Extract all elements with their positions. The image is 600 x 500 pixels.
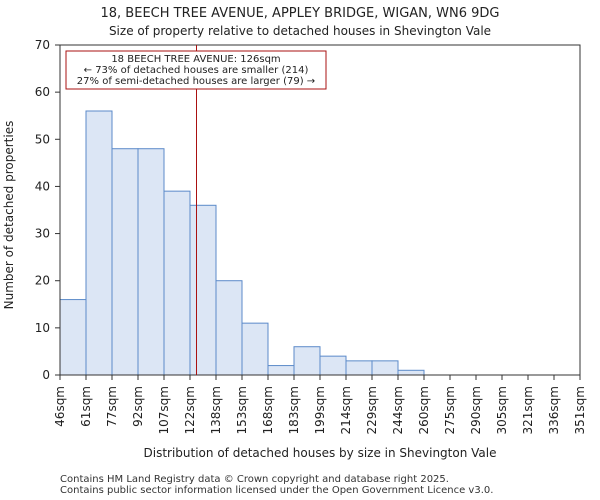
x-tick-label-260sqm: 260sqm <box>417 386 431 434</box>
x-tick-label-336sqm: 336sqm <box>547 386 561 434</box>
y-tick-label-10: 10 <box>35 321 50 335</box>
y-tick-label-20: 20 <box>35 274 50 288</box>
bar-61sqm <box>85 110 113 376</box>
y-axis: 0 10 20 30 40 50 60 70 <box>35 38 60 382</box>
bar-214sqm <box>345 360 373 376</box>
x-tick-label-77sqm: 77sqm <box>105 386 119 427</box>
bar-138sqm <box>215 280 243 376</box>
x-tick-label-138sqm: 138sqm <box>209 386 223 434</box>
y-axis-label: Number of detached properties <box>2 121 16 310</box>
bar-183sqm <box>293 346 321 376</box>
y-tick-label-0: 0 <box>42 368 50 382</box>
x-tick-label-183sqm: 183sqm <box>287 386 301 434</box>
plot-frame <box>59 44 581 376</box>
y-tick-label-40: 40 <box>35 179 50 193</box>
annotation-box: 18 BEECH TREE AVENUE: 126sqm ← 73% of de… <box>65 50 327 90</box>
x-tick-label-199sqm: 199sqm <box>313 386 327 434</box>
x-tick-label-275sqm: 275sqm <box>443 386 457 434</box>
bar-92sqm <box>137 148 165 376</box>
x-tick-label-214sqm: 214sqm <box>339 386 353 434</box>
bar-77sqm <box>111 148 139 376</box>
x-tick-label-229sqm: 229sqm <box>365 386 379 434</box>
x-axis-label: Distribution of detached houses by size … <box>144 446 497 460</box>
x-tick-label-290sqm: 290sqm <box>469 386 483 434</box>
chart-subtitle: Size of property relative to detached ho… <box>109 24 491 38</box>
bar-122sqm <box>189 204 217 376</box>
x-tick-label-92sqm: 92sqm <box>131 386 145 427</box>
x-tick-label-107sqm: 107sqm <box>157 386 171 434</box>
x-tick-label-321sqm: 321sqm <box>521 386 535 434</box>
bar-46sqm <box>59 299 87 376</box>
x-tick-label-153sqm: 153sqm <box>235 386 249 434</box>
bar-153sqm <box>241 322 269 376</box>
bars-group <box>59 110 425 376</box>
chart-title: 18, BEECH TREE AVENUE, APPLEY BRIDGE, WI… <box>101 6 500 21</box>
x-tick-label-244sqm: 244sqm <box>391 386 405 434</box>
footer-licence: Contains public sector information licen… <box>60 485 494 496</box>
annotation-line-2: ← 73% of detached houses are smaller (21… <box>84 65 309 76</box>
x-tick-label-305sqm: 305sqm <box>495 386 509 434</box>
x-tick-label-351sqm: 351sqm <box>573 386 587 434</box>
bar-244sqm <box>397 369 425 376</box>
annotation-line-1: 18 BEECH TREE AVENUE: 126sqm <box>111 54 280 65</box>
bar-229sqm <box>371 360 399 376</box>
x-tick-label-168sqm: 168sqm <box>261 386 275 434</box>
y-tick-label-60: 60 <box>35 85 50 99</box>
y-tick-label-70: 70 <box>35 38 50 52</box>
x-axis: 46sqm 61sqm 77sqm 92sqm 107sqm 122sqm 138sqm 15… <box>53 375 587 434</box>
y-tick-label-50: 50 <box>35 132 50 146</box>
bar-168sqm <box>267 365 295 376</box>
x-tick-label-46sqm: 46sqm <box>53 386 67 427</box>
bar-107sqm <box>163 190 191 376</box>
footer-copyright: Contains HM Land Registry data © Crown c… <box>60 474 449 485</box>
bar-199sqm <box>319 355 347 376</box>
x-tick-label-122sqm: 122sqm <box>183 386 197 434</box>
y-tick-label-30: 30 <box>35 227 50 241</box>
x-tick-label-61sqm: 61sqm <box>79 386 93 427</box>
annotation-line-3: 27% of semi-detached houses are larger (… <box>77 76 315 87</box>
